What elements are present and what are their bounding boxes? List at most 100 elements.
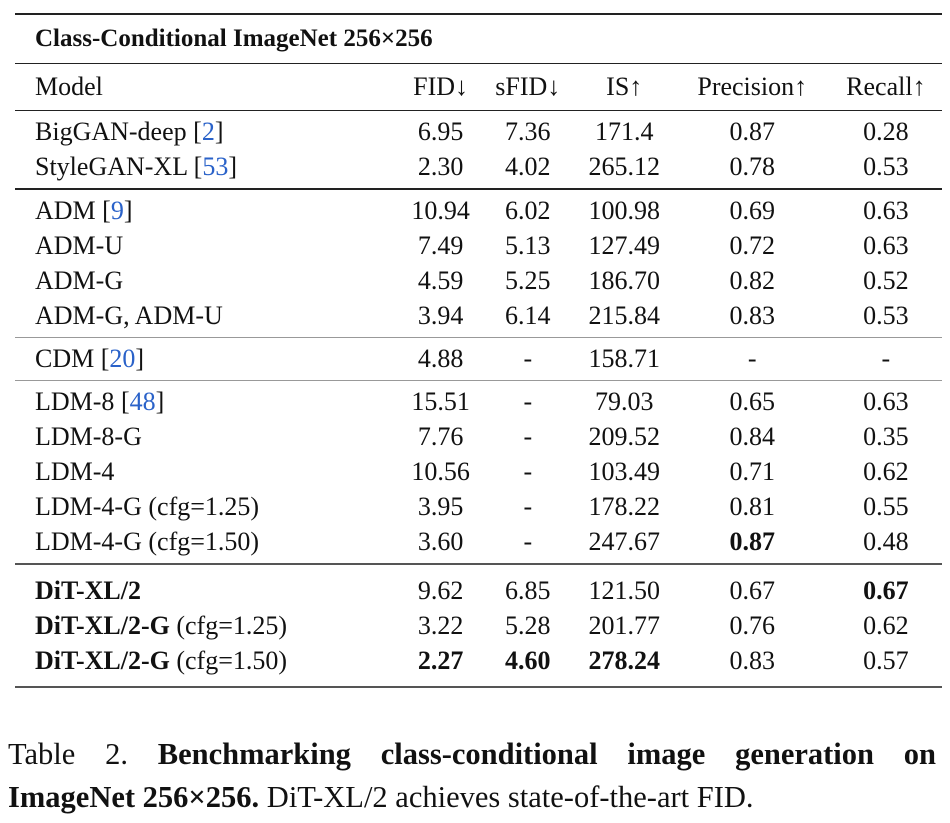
model-note: (cfg=1.25) <box>176 610 288 640</box>
results-table: Class-Conditional ImageNet 256×256 Model… <box>15 13 942 688</box>
value-cell: 4.02 <box>505 151 551 181</box>
row-group: DiT-XL/2 9.62 6.85 121.50 0.67 0.67 DiT-XL/2-G… <box>15 564 942 687</box>
value-cell: 0.78 <box>729 151 775 181</box>
value-cell: 10.94 <box>411 195 470 225</box>
value-cell: 3.94 <box>417 300 464 330</box>
value-cell: 0.52 <box>863 265 909 295</box>
model-name: ADM-G <box>35 265 124 295</box>
value-cell: 6.95 <box>417 116 464 146</box>
citation: [48] <box>120 386 165 416</box>
value-cell: 0.76 <box>729 610 775 640</box>
value-cell: 103.49 <box>588 456 660 486</box>
value-cell: 10.56 <box>411 456 470 486</box>
value-cell: 6.14 <box>505 300 551 330</box>
value-cell: - <box>523 456 533 486</box>
column-header: sFID↓ <box>481 63 574 111</box>
value-cell: - <box>523 491 533 521</box>
column-header: Recall↑ <box>829 63 942 111</box>
value-cell: - <box>523 386 533 416</box>
model-name: ADM-G, ADM-U <box>35 300 223 330</box>
table-row: LDM-4-G (cfg=1.50) 3.60 - 247.67 0.87 0.48 <box>15 524 942 564</box>
value-cell: 0.55 <box>863 491 909 521</box>
citation: [20] <box>100 343 145 373</box>
value-cell: 278.24 <box>588 645 660 675</box>
caption-bold: Benchmarking class-conditional image gen… <box>8 737 936 814</box>
model-cell: LDM-4-G (cfg=1.25) <box>15 489 399 524</box>
value-cell: 3.60 <box>417 526 464 556</box>
model-cell: BigGAN-deep [2] <box>15 111 399 150</box>
table-row: CDM [20] 4.88 - 158.71 - - <box>15 338 942 381</box>
model-cell: ADM [9] <box>15 189 399 228</box>
table-row: ADM-G, ADM-U 3.94 6.14 215.84 0.83 0.53 <box>15 298 942 338</box>
table-row: LDM-4-G (cfg=1.25) 3.95 - 178.22 0.81 0.55 <box>15 489 942 524</box>
model-note: (cfg=1.50) <box>176 645 288 675</box>
value-cell: 0.62 <box>863 610 909 640</box>
value-cell: - <box>523 526 533 556</box>
citation: [2] <box>193 116 224 146</box>
model-name: CDM <box>35 343 95 373</box>
column-header: Model <box>15 63 400 111</box>
model-name: LDM-4-G (cfg=1.50) <box>35 526 260 556</box>
model-cell: ADM-G <box>15 263 399 298</box>
model-name: BigGAN-deep <box>35 116 187 146</box>
table-row: LDM-4 10.56 - 103.49 0.71 0.62 <box>15 454 942 489</box>
value-cell: 171.4 <box>594 116 654 146</box>
table-row: ADM-U 7.49 5.13 127.49 0.72 0.63 <box>15 228 942 263</box>
table-row: ADM-G 4.59 5.25 186.70 0.82 0.52 <box>15 263 942 298</box>
value-cell: 6.85 <box>505 575 551 605</box>
model-name: LDM-8-G <box>35 421 142 451</box>
value-cell: 215.84 <box>588 300 660 330</box>
value-cell: 0.72 <box>729 230 775 260</box>
value-cell: 4.59 <box>417 265 464 295</box>
value-cell: 79.03 <box>594 386 654 416</box>
value-cell: - <box>523 343 533 373</box>
table-row: BigGAN-deep [2] 6.95 7.36 171.4 0.87 0.28 <box>15 111 942 150</box>
model-cell: DiT-XL/2-G (cfg=1.25) <box>15 608 399 643</box>
model-name: DiT-XL/2-G <box>35 610 170 640</box>
value-cell: 0.83 <box>729 300 775 330</box>
model-name: LDM-4-G (cfg=1.25) <box>35 491 260 521</box>
model-cell: CDM [20] <box>15 338 399 381</box>
citation: [53] <box>193 151 237 181</box>
value-cell: 0.69 <box>729 195 775 225</box>
value-cell: 201.77 <box>588 610 660 640</box>
table-row: DiT-XL/2-G (cfg=1.50) 2.27 4.60 278.24 0.83 0… <box>15 643 942 687</box>
model-name: ADM <box>35 195 96 225</box>
model-name: DiT-XL/2-G <box>35 645 170 675</box>
value-cell: 0.84 <box>729 421 775 451</box>
model-cell: ADM-G, ADM-U <box>15 298 399 338</box>
value-cell: 0.67 <box>863 575 909 605</box>
value-cell: 0.83 <box>729 645 775 675</box>
model-cell: LDM-8-G <box>15 419 399 454</box>
value-cell: 0.71 <box>729 456 775 486</box>
value-cell: 2.30 <box>417 151 464 181</box>
row-group: CDM [20] 4.88 - 158.71 - - <box>15 338 942 381</box>
table-row: LDM-8 [48] 15.51 - 79.03 0.65 0.63 <box>15 381 942 420</box>
value-cell: - <box>523 421 533 451</box>
value-cell: 0.67 <box>729 575 775 605</box>
value-cell: 0.63 <box>863 230 909 260</box>
value-cell: 247.67 <box>588 526 660 556</box>
value-cell: 0.62 <box>863 456 909 486</box>
header-row: Model FID↓ sFID↓ IS↑ Precision↑ Recall↑ <box>15 63 942 111</box>
table-row: DiT-XL/2-G (cfg=1.25) 3.22 5.28 201.77 0.76 0… <box>15 608 942 643</box>
value-cell: 0.63 <box>863 386 909 416</box>
value-cell: 0.35 <box>863 421 909 451</box>
citation: [9] <box>102 195 133 225</box>
value-cell: 186.70 <box>588 265 660 295</box>
value-cell: 209.52 <box>588 421 660 451</box>
value-cell: 0.53 <box>863 151 909 181</box>
title-row: Class-Conditional ImageNet 256×256 <box>15 13 942 64</box>
model-cell: ADM-U <box>15 228 399 263</box>
row-group: BigGAN-deep [2] 6.95 7.36 171.4 0.87 0.28 Styl… <box>15 111 942 189</box>
table-row: LDM-8-G 7.76 - 209.52 0.84 0.35 <box>15 419 942 454</box>
model-name: ADM-U <box>35 230 124 260</box>
model-name: DiT-XL/2 <box>35 575 141 605</box>
model-cell: LDM-8 [48] <box>15 381 399 420</box>
model-name: LDM-4 <box>35 456 115 486</box>
value-cell: 15.51 <box>411 386 470 416</box>
value-cell: 0.81 <box>729 491 775 521</box>
caption-text: DiT-XL/2 achieves state-of-the-art FID. <box>266 780 754 814</box>
column-header: IS↑ <box>573 63 675 111</box>
